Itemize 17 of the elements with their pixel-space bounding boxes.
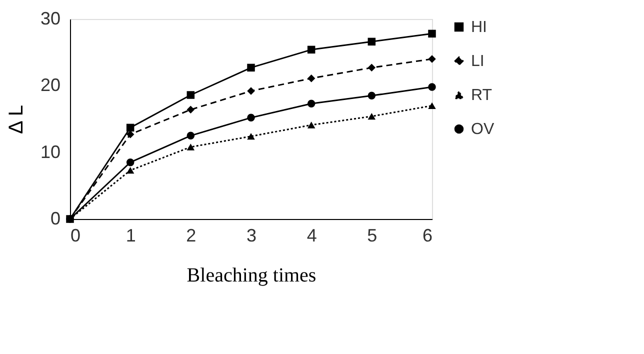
- y-tick-label: 0: [50, 208, 60, 228]
- x-tick-label: 0: [70, 226, 81, 246]
- y-tick-label: 10: [40, 142, 60, 162]
- legend-label: HI: [471, 19, 487, 36]
- x-tick-label: 2: [186, 226, 196, 246]
- legend-label: OV: [471, 121, 494, 138]
- legend-label: LI: [471, 53, 484, 70]
- y-axis-title: Δ L: [5, 105, 28, 134]
- x-tick-label: 6: [422, 226, 432, 246]
- x-tick-label: 3: [246, 226, 257, 246]
- x-tick-label: 4: [306, 226, 317, 246]
- y-tick-label: 20: [40, 75, 60, 96]
- x-tick-label: 5: [367, 226, 378, 246]
- x-tick-label: 1: [126, 226, 136, 246]
- x-axis-title: Bleaching times: [186, 264, 316, 286]
- y-tick-label: 30: [40, 8, 60, 28]
- legend-label: RT: [471, 87, 492, 104]
